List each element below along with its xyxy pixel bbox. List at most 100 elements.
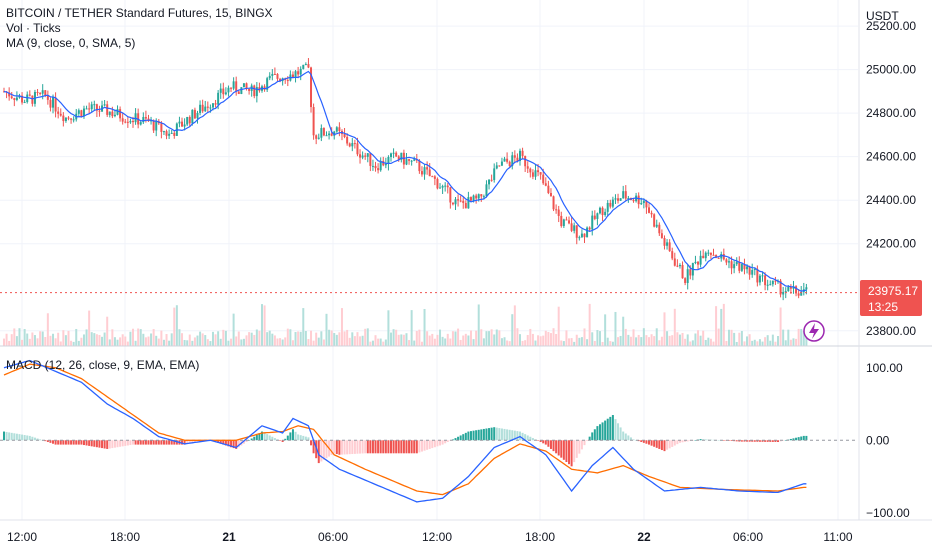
histogram-bar	[307, 437, 310, 441]
volume-bar	[188, 334, 191, 346]
volume-bar	[261, 304, 263, 346]
volume-bar	[199, 331, 202, 346]
candle-body	[361, 155, 364, 158]
histogram-bar	[627, 435, 630, 441]
candle-body	[678, 264, 681, 267]
volume-bar	[289, 329, 292, 346]
volume-bar	[390, 332, 392, 346]
candle-body	[408, 159, 411, 161]
histogram-bar	[789, 438, 792, 441]
histogram-bar	[444, 440, 447, 444]
volume-bar	[508, 341, 511, 346]
macd-tick-label: 100.00	[866, 361, 903, 375]
candle-body	[431, 176, 434, 178]
macd-legend[interactable]: MACD (12, 26, close, 9, EMA, EMA)	[6, 358, 199, 373]
candle-body	[565, 219, 568, 221]
candle-body	[111, 111, 114, 117]
histogram-bar	[119, 440, 122, 447]
candle-body	[699, 255, 702, 265]
histogram-bar	[408, 440, 411, 454]
candle-body	[237, 91, 240, 94]
candle-body	[743, 264, 746, 270]
histogram-bar	[113, 440, 116, 448]
histogram-bar	[493, 427, 496, 441]
candle-body	[632, 199, 635, 202]
volume-bar	[681, 332, 684, 346]
macd-axis[interactable]: 100.00 0.00 −100.00	[866, 361, 910, 520]
candle-body	[511, 155, 514, 167]
histogram-bar	[224, 440, 227, 446]
volume-bar	[655, 328, 658, 346]
volume-bar	[779, 307, 782, 346]
volume-bar	[782, 329, 785, 346]
volume-bar	[640, 337, 643, 346]
histogram-bar	[39, 439, 42, 441]
candle-body	[663, 237, 666, 246]
histogram-bar	[800, 436, 803, 441]
candle-body	[611, 199, 614, 207]
volume-bar	[90, 332, 93, 346]
candle-body	[183, 124, 186, 127]
histogram-bar	[291, 429, 294, 441]
candle-body	[457, 199, 460, 201]
volume-bar	[209, 341, 212, 346]
volume-bar	[322, 339, 325, 346]
volume-bar	[575, 334, 578, 346]
volume-bar	[168, 340, 171, 346]
volume-bar	[281, 339, 284, 346]
volume-bar	[477, 304, 480, 346]
volume-bar	[356, 332, 359, 346]
volume-bar	[139, 329, 142, 346]
histogram-bar	[31, 436, 34, 441]
candle-body	[668, 242, 671, 252]
histogram-bar	[397, 440, 400, 454]
volume-bar	[338, 332, 341, 346]
time-axis[interactable]: 12:00 18:00 21 06:00 12:00 18:00 22 06:00 11:00	[7, 530, 853, 544]
volume-bar	[113, 337, 116, 346]
candle-body	[560, 215, 563, 227]
histogram-bar	[645, 440, 648, 444]
volume-bar	[206, 339, 209, 346]
histogram-bar	[469, 431, 472, 441]
histogram-bar	[75, 440, 78, 445]
price-tick-label: 24200.00	[866, 237, 916, 251]
candle-body	[54, 97, 57, 112]
price-tick-label: 25200.00	[866, 19, 916, 33]
histogram-bar	[351, 440, 354, 455]
candle-body	[276, 74, 279, 79]
volume-legend[interactable]: Vol · Ticks	[6, 21, 61, 35]
candle-body	[655, 224, 658, 227]
volume-bar	[3, 338, 5, 346]
ma-legend[interactable]: MA (9, close, 0, SMA, 5)	[6, 36, 136, 50]
symbol-title[interactable]: BITCOIN / TETHER Standard Futures, 15, B…	[6, 6, 273, 20]
candle-body	[217, 92, 220, 105]
candle-body	[162, 131, 165, 133]
candle-body	[475, 195, 478, 199]
volume-bar	[725, 341, 728, 346]
volume-bar	[637, 334, 640, 346]
candle-body	[196, 112, 199, 119]
histogram-bar	[640, 440, 643, 442]
histogram-bar	[653, 440, 656, 447]
histogram-bar	[717, 440, 720, 441]
candle-body	[57, 111, 60, 114]
volume-bar	[307, 339, 310, 346]
histogram-bar	[730, 440, 733, 441]
candle-body	[413, 159, 416, 161]
lightning-icon[interactable]	[803, 320, 825, 342]
volume-bar	[330, 330, 333, 346]
time-tick-label: 18:00	[110, 530, 140, 544]
volume-bar	[493, 334, 496, 346]
volume-bar	[526, 335, 529, 346]
candle-body	[684, 278, 687, 283]
candle-body	[519, 150, 521, 162]
candle-body	[98, 110, 101, 112]
volume-bar	[351, 332, 354, 346]
candle-body	[666, 242, 669, 246]
candle-body	[209, 107, 212, 109]
price-axis[interactable]: 25200.00 25000.00 24800.00 24600.00 24400.00…	[866, 19, 916, 338]
histogram-bar	[418, 440, 421, 453]
histogram-bar	[253, 436, 256, 441]
histogram-bar	[67, 440, 70, 445]
